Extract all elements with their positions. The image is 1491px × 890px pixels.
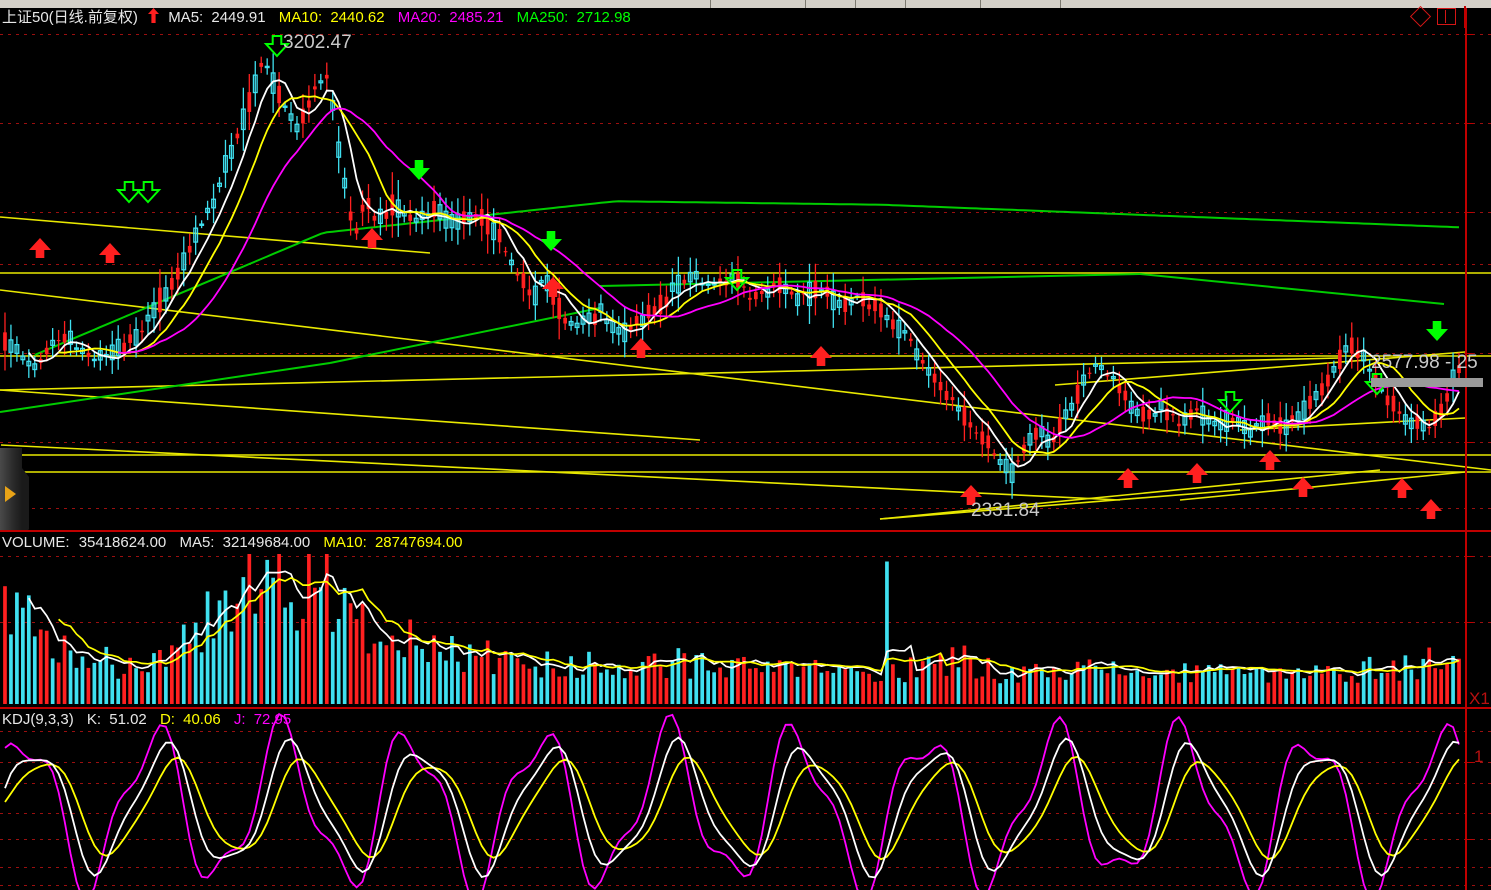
ma5-label: MA5: <box>168 9 204 26</box>
ma20-label: MA20: <box>397 9 442 26</box>
kdj-d-value: 40.06 <box>183 711 221 728</box>
ma10-label: MA10: <box>278 9 323 26</box>
volume-ma10-label: MA10: <box>323 534 367 551</box>
up-arrow-icon <box>148 8 160 23</box>
ma5-value: 2449.91 <box>211 9 266 26</box>
current-range-label: 2577.98 - 25 <box>1371 352 1478 373</box>
volume-scale-label[interactable]: X1 <box>1469 689 1490 708</box>
kdj-d-label: D: <box>159 711 175 728</box>
panel-divider-2 <box>0 707 1491 709</box>
panel-divider-1 <box>0 530 1491 532</box>
play-triangle-icon[interactable] <box>5 486 16 502</box>
symbol-label: 上证50(日线.前复权) <box>2 9 138 26</box>
kdj-j-value: 72.95 <box>253 711 292 728</box>
selection-highlight-bar <box>1371 378 1483 387</box>
high-price-label: 3202.47 <box>283 32 352 53</box>
price-axis-line <box>1465 8 1467 530</box>
volume-value: 35418624.00 <box>78 534 167 551</box>
kdj-legend: KDJ(9,3,3) K: 51.02 D: 40.06 J: 72.95 <box>2 711 291 729</box>
ma250-value: 2712.98 <box>576 9 631 26</box>
volume-chart-canvas[interactable] <box>0 532 1491 707</box>
price-chart-panel[interactable]: 上证50(日线.前复权) MA5: 2449.91 MA10: 2440.62 … <box>0 8 1491 530</box>
kdj-j-label: J: <box>233 711 246 728</box>
volume-scale-box <box>1465 683 1467 713</box>
window-title-strip <box>0 0 1491 8</box>
toolbar-separator <box>1464 6 1466 28</box>
volume-chart-panel[interactable]: VOLUME: 35418624.00 MA5: 32149684.00 MA1… <box>0 532 1491 707</box>
volume-axis-line <box>1465 532 1467 707</box>
ma250-label: MA250: <box>516 9 569 26</box>
volume-title: VOLUME: <box>2 534 70 551</box>
price-legend: 上证50(日线.前复权) MA5: 2449.91 MA10: 2440.62 … <box>2 8 631 26</box>
price-chart-canvas[interactable] <box>0 8 1491 530</box>
volume-ma10-value: 28747694.00 <box>374 534 463 551</box>
ma10-value: 2440.62 <box>330 9 385 26</box>
kdj-scale-label[interactable]: 1 <box>1474 747 1484 766</box>
low-price-label: 2331.84 <box>971 500 1040 521</box>
kdj-chart-canvas[interactable] <box>0 709 1491 890</box>
kdj-axis-line <box>1465 709 1467 890</box>
volume-ma5-value: 32149684.00 <box>222 534 311 551</box>
volume-ma5-label: MA5: <box>179 534 215 551</box>
kdj-k-value: 51.02 <box>109 711 147 728</box>
volume-legend: VOLUME: 35418624.00 MA5: 32149684.00 MA1… <box>2 534 463 552</box>
ma20-value: 2485.21 <box>449 9 504 26</box>
kdj-title: KDJ(9,3,3) <box>2 711 74 728</box>
kdj-chart-panel[interactable]: KDJ(9,3,3) K: 51.02 D: 40.06 J: 72.95 1 <box>0 709 1491 890</box>
kdj-k-label: K: <box>86 711 102 728</box>
split-window-icon[interactable] <box>1437 8 1456 25</box>
